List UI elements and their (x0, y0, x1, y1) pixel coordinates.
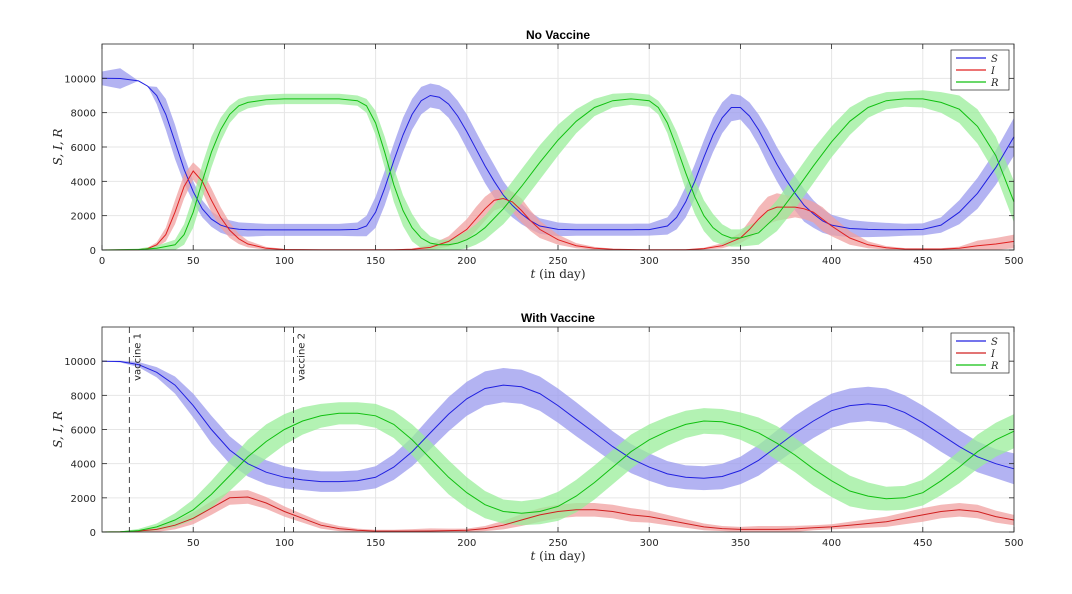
y-tick-label: 4000 (71, 177, 96, 188)
legend-label-S: S (991, 54, 998, 65)
x-tick-label: 400 (822, 538, 841, 549)
series-line-R (101, 98, 1015, 251)
y-tick-label: 8000 (71, 109, 96, 120)
x-tick-label: 450 (913, 538, 932, 549)
x-axis-label: t (in day) (531, 267, 586, 281)
x-tick-label: 200 (457, 538, 476, 549)
y-tick-label: 8000 (71, 391, 96, 402)
x-tick-label: 300 (640, 256, 659, 267)
x-tick-label: 100 (275, 538, 294, 549)
x-tick-label: 50 (187, 256, 200, 267)
series-line-I (101, 170, 1015, 251)
chart-title: No Vaccine (526, 28, 590, 42)
legend-label-R: R (990, 361, 999, 372)
series-band-R (102, 402, 1014, 532)
legend-label-S: S (991, 337, 998, 348)
x-tick-label: 350 (731, 538, 750, 549)
x-tick-label: 150 (366, 538, 385, 549)
y-tick-label: 0 (90, 246, 96, 257)
x-tick-label: 100 (275, 256, 294, 267)
chart-panel-1: 0 50 100 150 200 250 300 350 400 450 500 0 2000 4000 6… (51, 28, 1024, 281)
x-tick-label: 350 (731, 256, 750, 267)
x-tick-label: 500 (1004, 256, 1023, 267)
y-tick-label: 0 (90, 528, 96, 539)
series-band-R (102, 90, 1014, 250)
x-tick-label: 50 (187, 538, 200, 549)
y-tick-label: 4000 (71, 460, 96, 471)
annotation-label: vaccine 1 (132, 333, 143, 381)
x-tick-label: 450 (913, 256, 932, 267)
y-axis-label: S, I, R (51, 129, 65, 166)
x-tick-label: 0 (99, 256, 105, 267)
x-tick-label: 500 (1004, 538, 1023, 549)
legend-label-I: I (990, 349, 996, 360)
series-line-R (101, 412, 1015, 533)
x-tick-label: 250 (548, 538, 567, 549)
y-tick-label: 10000 (64, 357, 96, 368)
series-line-S (101, 77, 1015, 231)
x-axis-label: t (in day) (531, 549, 586, 563)
x-tick-label: 300 (640, 538, 659, 549)
chart-panel-2: vaccine 1 vaccine 2 50 100 150 200 250 300 350 40… (51, 311, 1024, 563)
x-tick-label: 400 (822, 256, 841, 267)
y-tick-label: 10000 (64, 74, 96, 85)
y-tick-label: 2000 (71, 212, 96, 223)
y-tick-label: 6000 (71, 426, 96, 437)
legend-label-I: I (990, 66, 996, 77)
series-band-S (102, 360, 1014, 492)
y-tick-label: 6000 (71, 143, 96, 154)
chart-title: With Vaccine (521, 311, 595, 325)
x-tick-label: 250 (548, 256, 567, 267)
annotation-label: vaccine 2 (297, 333, 308, 381)
series-line-S (101, 360, 1015, 483)
y-tick-label: 2000 (71, 494, 96, 505)
series-line-I (101, 496, 1015, 533)
x-tick-label: 200 (457, 256, 476, 267)
y-axis-label: S, I, R (51, 411, 65, 448)
x-tick-label: 150 (366, 256, 385, 267)
legend-label-R: R (990, 78, 999, 89)
